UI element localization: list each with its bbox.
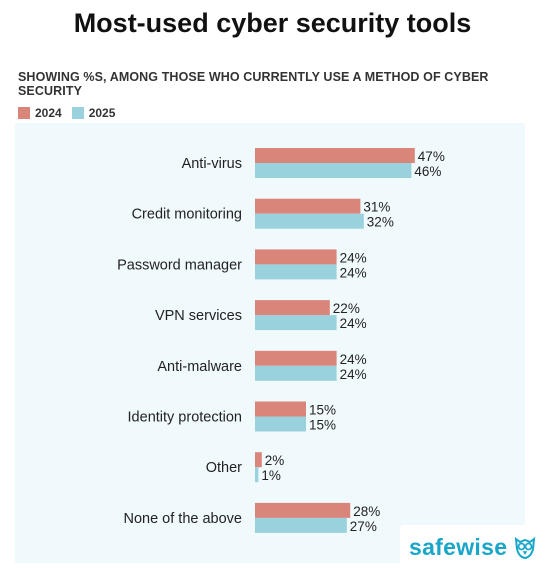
bar-2025 (255, 365, 337, 381)
legend: 2024 2025 (18, 106, 125, 120)
legend-item-2025: 2025 (71, 106, 116, 120)
legend-label-2025: 2025 (88, 106, 116, 120)
bar-2024 (255, 300, 330, 316)
bar-2025 (255, 467, 259, 483)
bar-2024 (255, 452, 262, 468)
bar-2025 (255, 163, 412, 178)
chart-title: Most-used cyber security tools (73, 8, 472, 38)
plot-area: Anti-virus 47% 46% Credit monitoring 31% 32% P… (15, 123, 525, 563)
data-label-2024: 24% (340, 250, 367, 265)
data-label-2025: 15% (309, 418, 336, 433)
brand-name: safewise (409, 533, 508, 560)
category-label: Password manager (117, 257, 242, 273)
bar-2025 (255, 264, 337, 280)
category-label: None of the above (123, 511, 242, 527)
bar-2025 (255, 517, 347, 533)
data-label-2025: 24% (340, 367, 367, 382)
bar-2025 (255, 416, 306, 432)
bar-2025 (255, 213, 364, 229)
legend-label-2024: 2024 (35, 106, 62, 120)
data-label-2024: 31% (363, 200, 390, 215)
data-label-2025: 32% (367, 215, 394, 230)
bar-2024 (255, 502, 351, 518)
data-label-2024: 28% (353, 504, 380, 519)
bar-2024 (255, 148, 415, 163)
bar-2024 (255, 198, 361, 214)
bar-chart: Anti-virus 47%46% Credit monitoring 31%32% P… (117, 148, 445, 534)
bar-2024 (255, 350, 337, 366)
data-label-2025: 24% (340, 316, 367, 331)
category-label: Credit monitoring (132, 207, 242, 223)
chart-subtitle: SHOWING %S, AMONG THOSE WHO CURRENTLY US… (18, 70, 489, 98)
data-label-2025: 27% (350, 519, 377, 534)
data-label-2024: 47% (418, 149, 445, 164)
owl-icon (515, 536, 536, 560)
bar-2024 (255, 401, 306, 417)
category-label: VPN services (155, 308, 242, 324)
category-label: Anti-virus (182, 156, 242, 172)
legend-swatch-2024 (18, 107, 30, 119)
category-label: Other (206, 460, 242, 476)
brand-logo: safewise (400, 525, 540, 569)
data-label-2024: 22% (333, 301, 360, 316)
data-label-2024: 24% (340, 352, 367, 367)
data-label-2024: 2% (265, 453, 285, 468)
data-label-2024: 15% (309, 403, 336, 418)
data-label-2025: 24% (340, 265, 367, 280)
data-label-2025: 1% (261, 468, 281, 483)
legend-swatch-2025 (71, 107, 84, 119)
legend-item-2024: 2024 (18, 106, 62, 120)
category-label: Identity protection (128, 410, 242, 426)
bar-2024 (255, 249, 337, 265)
data-label-2025: 46% (414, 164, 441, 179)
category-label: Anti-malware (157, 359, 242, 375)
bar-2025 (255, 315, 337, 331)
